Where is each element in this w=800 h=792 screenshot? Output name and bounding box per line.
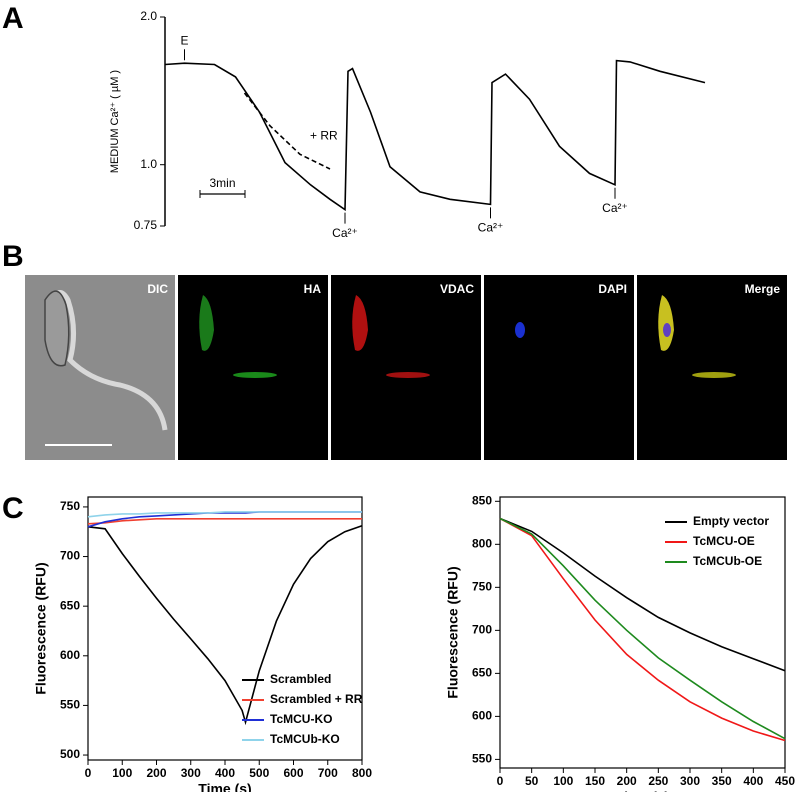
cell — [352, 295, 368, 351]
x-tick-label: 200 — [617, 774, 637, 788]
series-line — [499, 517, 786, 740]
y-tick-label: 850 — [472, 493, 492, 507]
y-tick-label: 550 — [472, 752, 492, 766]
y-tick-label: 800 — [472, 536, 492, 550]
micrograph-label: DIC — [147, 282, 168, 296]
y-tick-label: 600 — [60, 648, 80, 662]
x-tick-label: 800 — [352, 766, 372, 780]
micrograph-row — [25, 275, 787, 460]
x-tick-label: 100 — [553, 774, 573, 788]
panel-label: C — [2, 492, 24, 525]
y-axis-label: Fluorescence (RFU) — [33, 562, 49, 694]
scale-bar-label: 3min — [209, 176, 235, 190]
annotation: Ca²⁺ — [332, 226, 358, 240]
y-axis-label: Fluorescence (RFU) — [445, 566, 461, 698]
micrograph — [484, 275, 634, 460]
micrograph-label: VDAC — [440, 282, 474, 296]
micrograph-label: DAPI — [598, 282, 627, 296]
x-tick-label: 600 — [283, 766, 303, 780]
x-tick-label: 250 — [648, 774, 668, 788]
x-tick-label: 700 — [318, 766, 338, 780]
x-tick-label: 400 — [743, 774, 763, 788]
cell — [386, 372, 430, 378]
series-line — [243, 92, 331, 170]
x-tick-label: 0 — [497, 774, 504, 788]
cell — [199, 295, 214, 351]
y-tick-label: 500 — [60, 747, 80, 761]
series-label: + RR — [310, 128, 338, 142]
legend-label: TcMCU-OE — [693, 534, 755, 548]
x-tick-label: 50 — [525, 774, 539, 788]
y-tick-label: 650 — [472, 666, 492, 680]
micrograph — [637, 275, 787, 460]
x-tick-label: 0 — [85, 766, 92, 780]
panel-label: B — [2, 240, 24, 273]
legend-label: TcMCU-KO — [270, 712, 332, 726]
x-axis-label: Time (s) — [198, 781, 251, 792]
x-tick-label: 500 — [249, 766, 269, 780]
series-line — [499, 517, 786, 742]
annotation: E — [180, 33, 188, 47]
y-tick-label: 650 — [60, 598, 80, 612]
y-tick-label: 700 — [472, 623, 492, 637]
x-tick-label: 300 — [181, 766, 201, 780]
series-line — [87, 511, 362, 518]
cell — [658, 295, 674, 351]
x-tick-label: 450 — [775, 774, 795, 788]
y-tick-label: 750 — [60, 499, 80, 513]
cell — [49, 290, 168, 431]
panel-label: A — [2, 2, 24, 35]
annotation: Ca²⁺ — [602, 201, 628, 215]
y-tick-label: 700 — [60, 549, 80, 563]
legend-label: Scrambled + RR — [270, 692, 363, 706]
y-tick-label: 750 — [472, 580, 492, 594]
x-tick-label: 350 — [712, 774, 732, 788]
series-line — [164, 59, 706, 212]
y-tick-label: 550 — [60, 698, 80, 712]
legend-label: TcMCUb-KO — [270, 732, 340, 746]
legend-label: TcMCUb-OE — [693, 554, 762, 568]
x-tick-label: 150 — [585, 774, 605, 788]
x-tick-label: 200 — [146, 766, 166, 780]
y-tick-label: 600 — [472, 709, 492, 723]
cell — [692, 372, 736, 378]
series-line — [87, 525, 363, 726]
y-tick-label: 2.0 — [140, 9, 157, 23]
micrograph-label: HA — [304, 282, 322, 296]
annotation: Ca²⁺ — [478, 221, 504, 235]
cell — [233, 372, 277, 378]
series-line — [499, 517, 786, 672]
legend-label: Empty vector — [693, 514, 769, 528]
micrograph — [331, 275, 481, 460]
micrograph — [178, 275, 328, 460]
x-tick-label: 300 — [680, 774, 700, 788]
y-tick-label: 0.75 — [134, 218, 158, 232]
cell — [44, 290, 70, 367]
micrograph-label: Merge — [745, 282, 781, 296]
y-axis-label: MEDIUM Ca²⁺ ( µM ) — [109, 70, 121, 173]
nucleus — [515, 322, 525, 338]
plot-frame — [499, 496, 786, 769]
series-line — [87, 518, 362, 525]
x-tick-label: 400 — [215, 766, 235, 780]
y-tick-label: 1.0 — [140, 157, 157, 171]
nucleus — [663, 323, 671, 337]
legend-label: Scrambled — [270, 672, 331, 686]
x-tick-label: 100 — [112, 766, 132, 780]
x-axis-label: Time (s) — [616, 789, 669, 792]
